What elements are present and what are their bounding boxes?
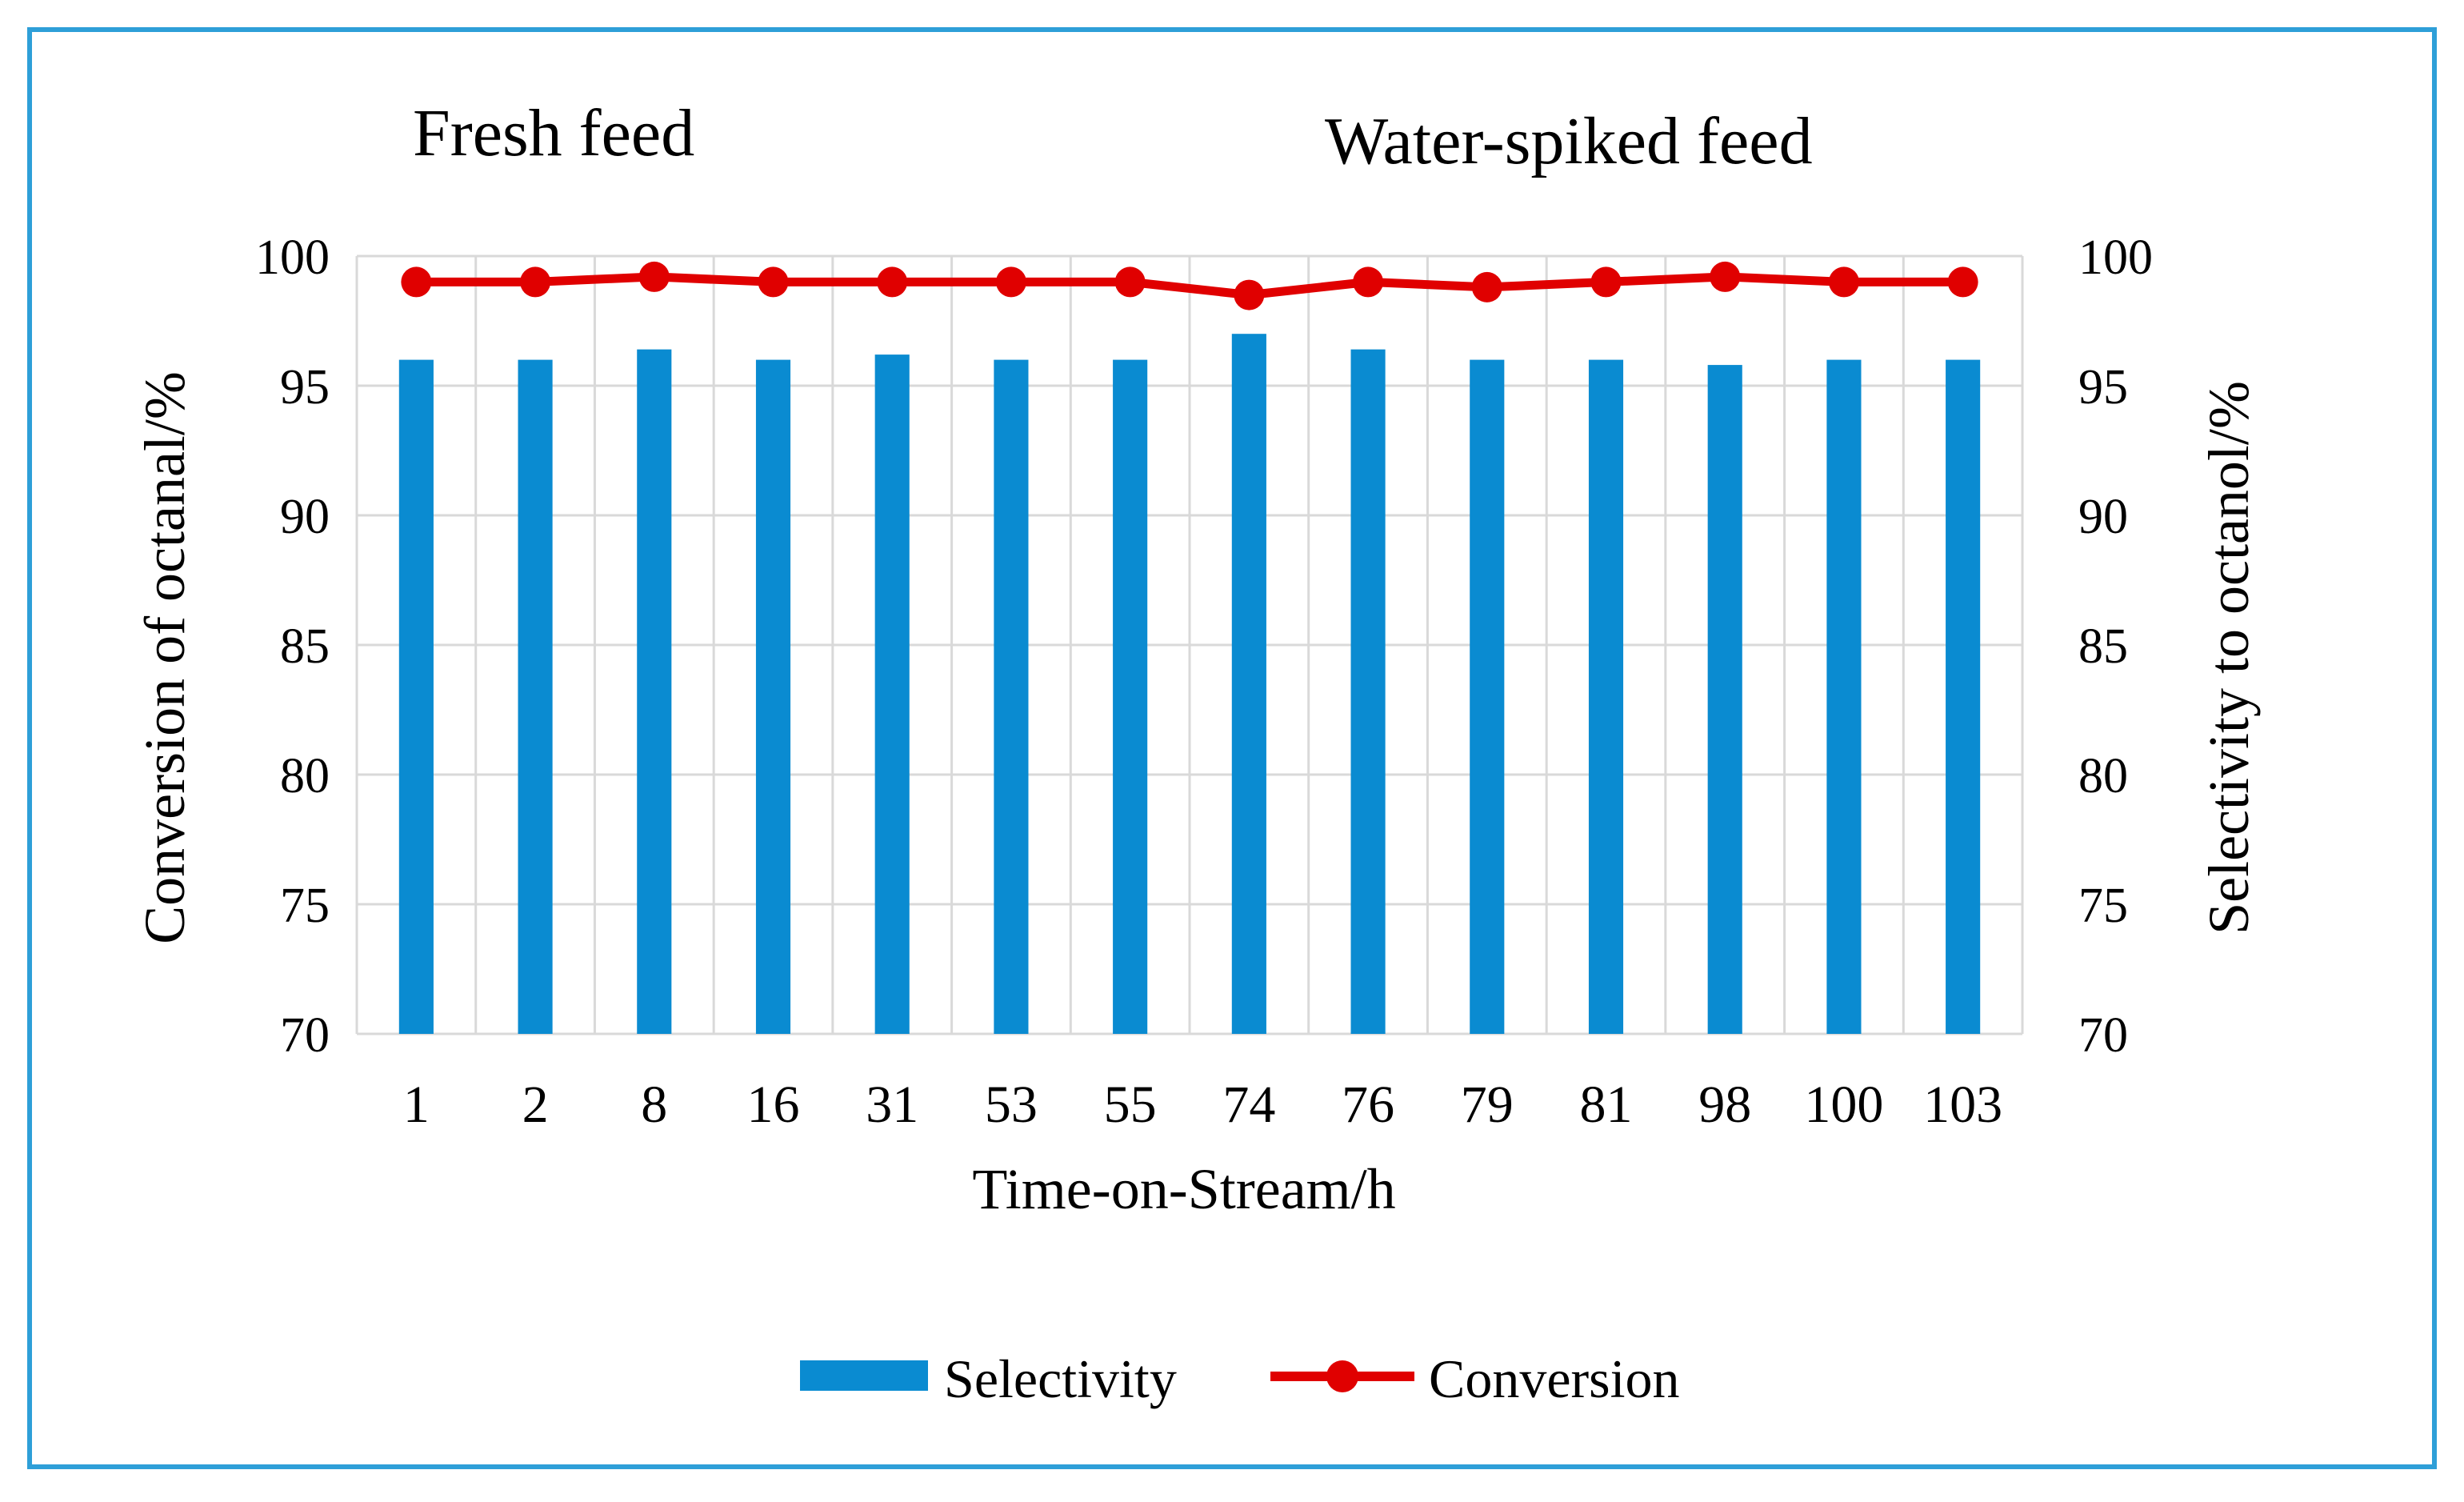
x-tick-label: 1 [403,1075,430,1134]
bar-selectivity [637,349,672,1034]
point-conversion [1114,266,1146,298]
bar-selectivity [755,359,791,1035]
x-tick-label: 8 [641,1075,667,1134]
point-conversion [1710,261,1741,292]
point-conversion [1828,266,1859,298]
y-left-tick-label: 95 [280,360,330,415]
y-axis-right-label: Selectivity to octanol/% [2197,381,2261,935]
legend: Selectivity Conversion [800,1348,1680,1409]
x-tick-label: 55 [1104,1075,1157,1134]
point-conversion [995,266,1026,298]
bar-selectivity [398,359,434,1035]
y-left-tick-label: 90 [280,490,330,544]
bar-selectivity [518,359,553,1035]
legend-conversion-marker [1326,1360,1358,1392]
y-right-tick-label: 95 [2078,360,2128,415]
point-conversion [1353,266,1384,298]
y-right-tick-label: 90 [2078,490,2128,544]
bar-selectivity [1350,349,1386,1034]
figure-frame: 70 70 75 75 80 80 85 85 90 90 95 95 100 100 1 2 8 16 31 53 5… [27,27,2437,1469]
y-left-tick-label: 100 [255,230,330,285]
bar-selectivity [994,359,1029,1035]
x-tick-label: 2 [522,1075,549,1134]
x-tick-label: 100 [1804,1075,1883,1134]
x-axis-label: Time-on-Stream/h [972,1157,1395,1221]
point-conversion [1234,279,1265,310]
point-conversion [758,266,789,298]
x-tick-label: 98 [1698,1075,1751,1134]
y-left-tick-label: 75 [280,879,330,933]
selectivity-bars [398,334,1981,1035]
axes: 70 70 75 75 80 80 85 85 90 90 95 95 100 100 1 2 8 16 31 53 5… [255,230,2153,1134]
bar-selectivity [874,354,910,1034]
annotation-water-spiked-feed: Water-spiked feed [1325,104,1813,178]
y-left-tick-label: 80 [280,749,330,803]
bar-selectivity [1826,359,1862,1035]
y-right-tick-label: 70 [2078,1008,2128,1063]
y-right-tick-label: 80 [2078,749,2128,803]
grid [355,254,2024,1035]
point-conversion [877,266,908,298]
bar-selectivity [1707,365,1742,1035]
y-left-tick-label: 85 [280,619,330,674]
point-conversion [638,261,670,292]
annotation-fresh-feed: Fresh feed [413,96,694,170]
x-tick-label: 103 [1923,1075,2002,1134]
point-conversion [520,266,551,298]
y-right-tick-label: 75 [2078,879,2128,933]
y-right-tick-label: 85 [2078,619,2128,674]
y-axis-left-label: Conversion of octanal/% [133,371,197,944]
x-tick-label: 53 [985,1075,1038,1134]
point-conversion [401,266,432,298]
chart: 70 70 75 75 80 80 85 85 90 90 95 95 100 100 1 2 8 16 31 53 5… [133,96,2261,1409]
legend-selectivity-swatch [800,1360,928,1391]
y-left-tick-label: 70 [280,1008,330,1063]
legend-conversion-label: Conversion [1429,1348,1680,1409]
x-tick-label: 81 [1580,1075,1633,1134]
x-tick-label: 31 [866,1075,918,1134]
legend-selectivity-label: Selectivity [944,1348,1177,1409]
point-conversion [1590,266,1622,298]
x-tick-label: 74 [1222,1075,1275,1134]
point-conversion [1471,271,1502,302]
bar-selectivity [1588,359,1624,1035]
bar-selectivity [1231,334,1266,1034]
x-tick-label: 79 [1461,1075,1514,1134]
point-conversion [1947,266,1978,298]
x-tick-label: 16 [747,1075,800,1134]
y-right-tick-label: 100 [2078,230,2153,285]
x-tick-label: 76 [1342,1075,1394,1134]
conversion-polyline [416,272,1963,300]
bar-selectivity [1946,359,1981,1035]
conversion-line [401,261,1978,310]
bar-selectivity [1470,359,1505,1035]
bar-selectivity [1113,359,1148,1035]
